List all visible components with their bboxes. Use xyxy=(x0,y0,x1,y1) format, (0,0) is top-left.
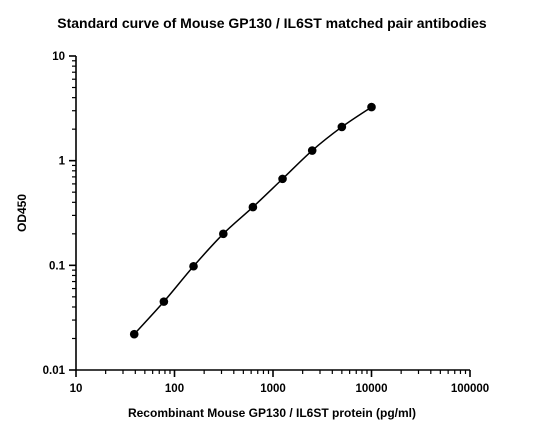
data-point xyxy=(278,174,287,184)
data-point xyxy=(337,122,347,132)
data-point xyxy=(307,146,317,155)
x-tick-label: 100000 xyxy=(451,383,489,395)
y-tick-label: 10 xyxy=(52,51,65,63)
fit-curve-layer xyxy=(133,106,372,335)
x-tick-label: 100 xyxy=(165,383,184,395)
y-tick-label: 0.01 xyxy=(43,365,66,377)
x-axis-label: Recombinant Mouse GP130 / IL6ST protein … xyxy=(128,406,416,420)
x-axis-ticks: 10 100 1000 10000 100000 xyxy=(70,370,489,395)
data-point xyxy=(219,229,228,239)
x-tick-label: 10 xyxy=(70,383,83,395)
chart-title: Standard curve of Mouse GP130 / IL6ST ma… xyxy=(57,15,487,31)
x-tick-label: 1000 xyxy=(260,383,286,395)
y-axis-ticks: 0.01 0.1 1 10 xyxy=(43,51,76,377)
data-point xyxy=(129,329,139,339)
data-point xyxy=(159,297,169,306)
y-tick-label: 1 xyxy=(59,156,66,168)
data-point xyxy=(189,261,198,271)
x-tick-label: 10000 xyxy=(356,383,388,395)
y-axis-label: OD450 xyxy=(15,194,29,232)
data-point xyxy=(248,202,258,212)
data-point xyxy=(367,102,376,112)
fit-curve-line xyxy=(133,106,372,335)
data-points-layer xyxy=(129,102,376,339)
y-tick-label: 0.1 xyxy=(49,260,66,272)
